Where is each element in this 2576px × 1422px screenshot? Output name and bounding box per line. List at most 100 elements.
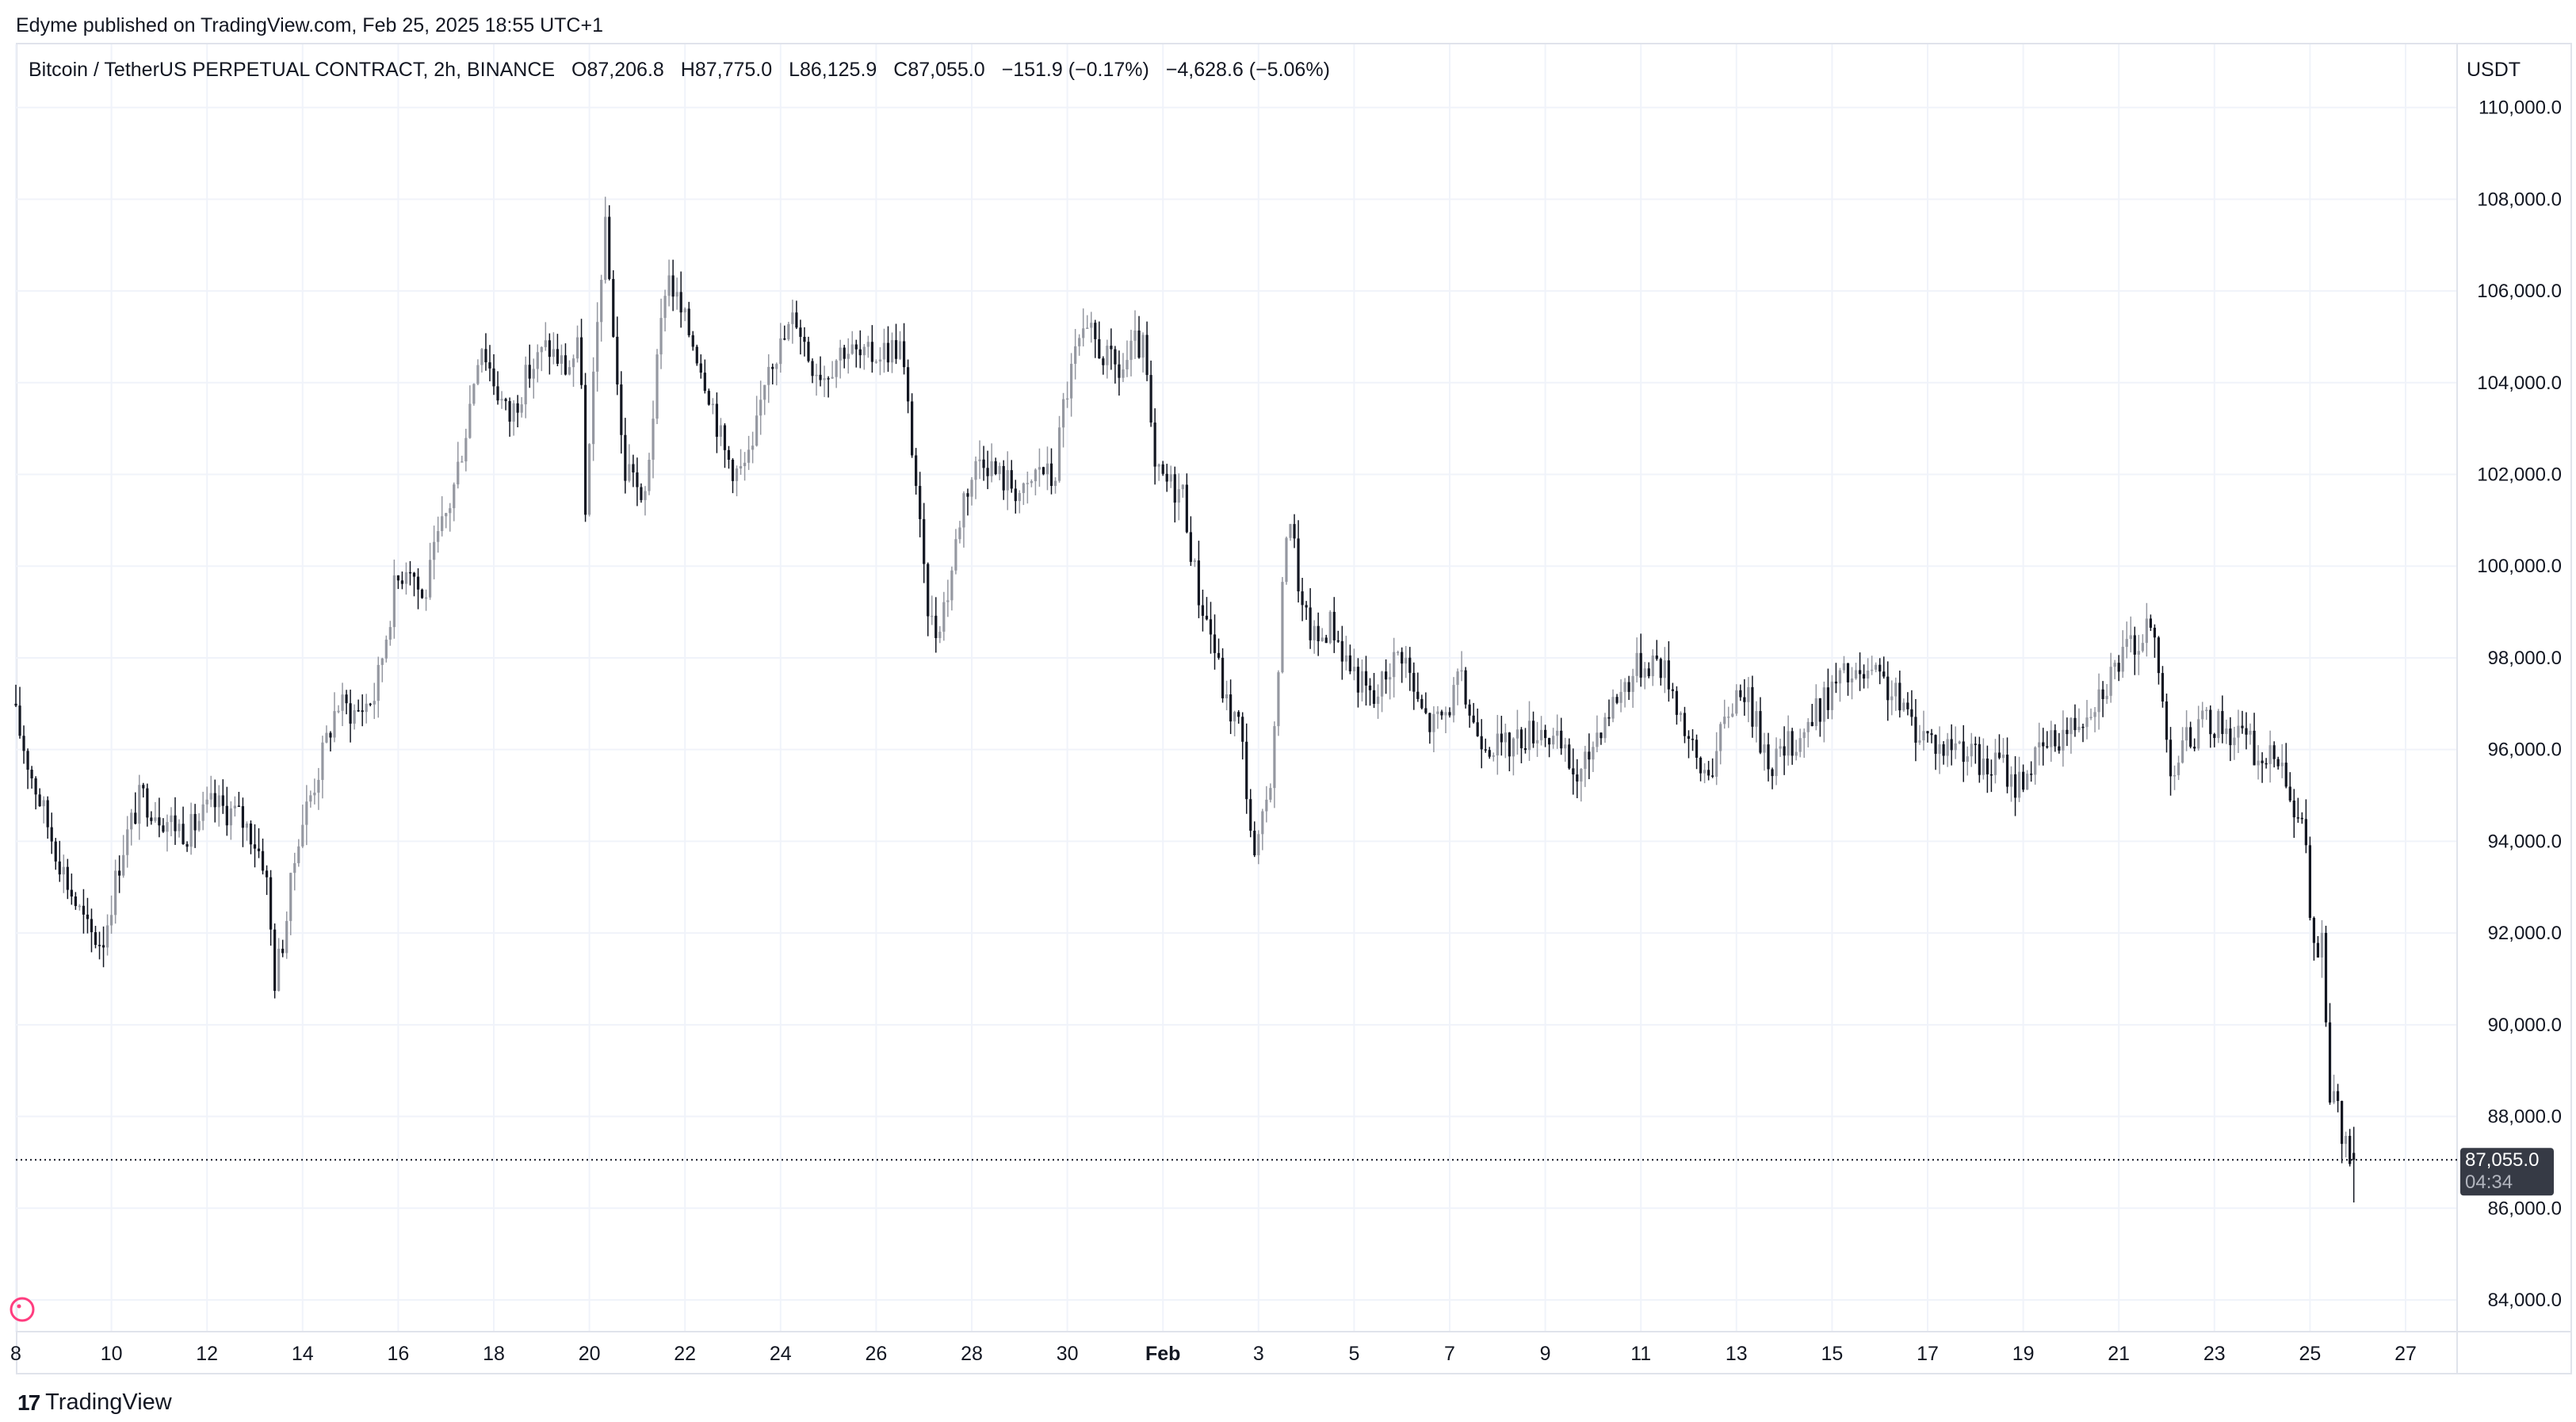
candle-body <box>1607 717 1611 719</box>
candle-body <box>843 347 846 359</box>
candle <box>237 792 240 807</box>
candle-body <box>2261 760 2264 763</box>
candle <box>1368 678 1372 706</box>
candle <box>771 363 774 385</box>
candle-body <box>827 378 830 380</box>
candle-body <box>1237 712 1240 717</box>
time-axis[interactable]: 8 10 12 14 16 18 20 22 24 26 28 30 Feb 3 5 7 9 11 13 15 17 19… <box>10 1343 2417 1365</box>
legend-symbol[interactable]: Bitcoin / TetherUS PERPETUAL CONTRACT, 2… <box>29 59 556 81</box>
candle-body <box>1066 398 1069 400</box>
candle <box>1787 715 1790 766</box>
candle-body <box>600 280 603 323</box>
candle <box>2081 723 2085 743</box>
candle-body <box>1970 743 1973 757</box>
currency-label[interactable]: USDT <box>2467 59 2521 81</box>
candle <box>1867 658 1870 689</box>
price-axis[interactable]: 110,000.0 108,000.0 106,000.0 104,000.0 102,… <box>2477 97 2562 1311</box>
candle <box>986 450 989 490</box>
legend-range-change: −4,628.6 (−5.06%) <box>1165 59 1330 81</box>
candle <box>994 457 997 476</box>
candle <box>1699 756 1703 782</box>
candle <box>2089 708 2093 721</box>
candle-body <box>1440 711 1443 716</box>
candle-body <box>2133 635 2136 655</box>
candle <box>1914 698 1917 762</box>
candle <box>408 560 412 586</box>
candle <box>1986 745 1989 793</box>
candle-body <box>337 710 340 713</box>
candle-body <box>1169 474 1172 482</box>
x-tick-label: 10 <box>101 1343 123 1365</box>
candle <box>675 277 678 310</box>
candle <box>1181 484 1184 498</box>
candle-body <box>695 346 698 364</box>
candle-body <box>26 751 29 770</box>
candle <box>624 418 627 494</box>
candle <box>1926 731 1929 743</box>
x-tick-label: 5 <box>1348 1343 1359 1365</box>
candle <box>301 805 304 848</box>
candle <box>1436 705 1439 729</box>
candle <box>2349 1129 2352 1167</box>
candle <box>2017 756 2021 802</box>
candle-body <box>1515 729 1519 739</box>
candle-body <box>1397 652 1400 653</box>
candle-body <box>1209 619 1213 635</box>
candle-body <box>1364 671 1368 686</box>
candle-body <box>492 368 495 387</box>
candle-body <box>1599 732 1603 739</box>
candle-body <box>30 770 33 778</box>
candle <box>1687 730 1691 759</box>
candle <box>2249 723 2252 745</box>
candle <box>1515 709 1519 755</box>
candle-body <box>1022 483 1025 494</box>
candle <box>2054 724 2057 752</box>
candle-body <box>962 493 965 528</box>
candle <box>532 358 535 399</box>
candle <box>2070 717 2073 754</box>
candle <box>2201 701 2204 728</box>
candle-body <box>1233 712 1236 722</box>
candle-body <box>1153 422 1156 467</box>
candle <box>46 796 49 839</box>
candle-body <box>1814 698 1817 727</box>
candle-body <box>2081 726 2085 728</box>
candle-body <box>2125 639 2128 648</box>
candle-body <box>1090 323 1093 328</box>
candle <box>556 334 559 367</box>
candle-body <box>2209 709 2212 735</box>
candle-body <box>158 817 161 826</box>
candle <box>1456 668 1459 705</box>
candle <box>950 566 954 611</box>
candle <box>396 575 399 590</box>
candle <box>1149 360 1152 427</box>
candle <box>990 443 993 483</box>
candle <box>544 322 547 351</box>
legend-change: −151.9 (−0.17%) <box>1001 59 1149 81</box>
candle <box>799 319 802 355</box>
candle <box>1572 748 1575 795</box>
candle-body <box>556 349 559 364</box>
candle-body <box>2129 635 2132 640</box>
candle-body <box>273 929 277 992</box>
x-tick-label: 16 <box>387 1343 409 1365</box>
candle <box>1846 663 1850 696</box>
candle-body <box>1145 334 1148 376</box>
candle-body <box>970 480 973 497</box>
tradingview-logo[interactable]: 17 TradingView <box>17 1390 172 1416</box>
candle <box>1432 706 1435 752</box>
x-tick-label: 9 <box>1540 1343 1551 1365</box>
candle-body <box>1448 712 1451 716</box>
candle-body <box>1997 752 2001 759</box>
candle <box>1611 689 1615 723</box>
candle-body <box>1401 652 1404 664</box>
candle-body <box>1133 331 1137 341</box>
candle <box>1719 721 1722 765</box>
candle-body <box>1102 358 1105 365</box>
candle-body <box>2161 673 2165 702</box>
candle <box>261 838 265 875</box>
candle <box>2233 726 2236 760</box>
candle-body <box>241 806 245 828</box>
candle-body <box>747 449 751 463</box>
